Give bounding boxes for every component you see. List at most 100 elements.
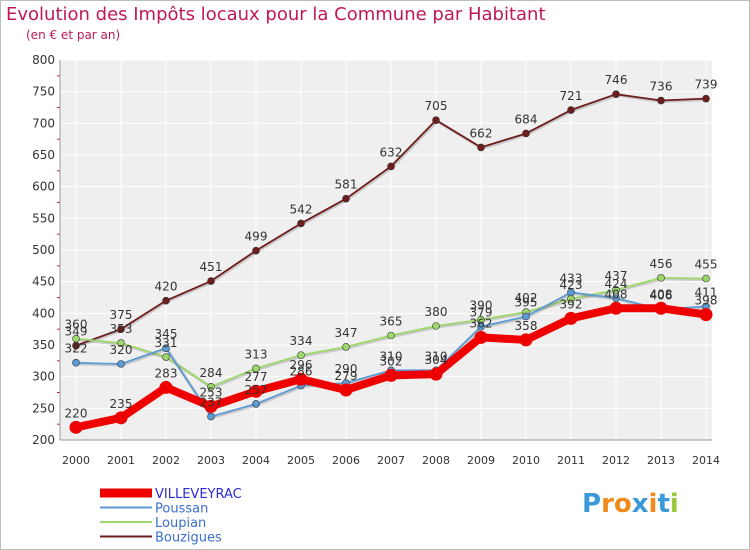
data-point: [387, 162, 395, 171]
data-point: [432, 322, 440, 330]
data-label: 290: [335, 362, 358, 376]
data-label: 296: [290, 358, 313, 372]
x-tick-label: 2010: [512, 454, 540, 467]
x-tick-label: 2014: [692, 454, 720, 467]
legend-label: Bouzigues: [155, 531, 222, 546]
data-label: 284: [200, 366, 223, 380]
legend-label: Loupian: [155, 516, 206, 531]
data-label: 253: [200, 385, 223, 399]
data-label: 721: [560, 89, 583, 103]
data-label: 406: [650, 289, 673, 303]
y-tick-label: 200: [32, 433, 55, 447]
data-point: [249, 384, 263, 398]
data-point: [564, 311, 578, 325]
data-label: 437: [605, 269, 628, 283]
data-label: 347: [335, 326, 358, 340]
x-tick-label: 2007: [377, 454, 405, 467]
data-label: 632: [380, 145, 403, 159]
data-label: 313: [245, 347, 268, 361]
data-point: [159, 380, 173, 394]
legend-label: Poussan: [155, 502, 208, 517]
data-point: [252, 364, 260, 373]
data-point: [384, 368, 398, 382]
data-point: [702, 274, 710, 283]
data-label: 286: [290, 365, 313, 379]
data-label: 279: [335, 369, 358, 383]
data-label: 411: [695, 285, 718, 299]
data-point: [162, 353, 170, 361]
data-label: 237: [200, 396, 223, 410]
data-point: [612, 90, 620, 98]
data-label: 581: [335, 178, 358, 192]
data-label: 423: [560, 278, 583, 292]
data-point: [207, 277, 215, 285]
chart-subtitle: (en € et par an): [26, 28, 121, 42]
data-label: 433: [560, 271, 583, 285]
x-tick-label: 2003: [197, 454, 225, 467]
data-point: [612, 294, 620, 302]
data-point: [294, 372, 308, 386]
data-point: [252, 246, 260, 255]
x-tick-label: 2006: [332, 454, 360, 467]
x-tick-label: 2004: [242, 454, 270, 467]
data-label: 390: [470, 299, 493, 313]
data-point: [477, 143, 485, 152]
data-label: 320: [110, 343, 133, 357]
y-tick-label: 300: [32, 370, 55, 384]
data-label: 408: [605, 287, 628, 301]
data-label: 310: [425, 349, 448, 363]
data-point: [567, 288, 575, 297]
data-point: [702, 94, 710, 103]
proxiti-logo: Proxiti: [582, 489, 679, 519]
data-label: 379: [470, 306, 493, 320]
data-point: [72, 334, 80, 343]
chart-title: Evolution des Impôts locaux pour la Comm…: [6, 4, 546, 25]
data-label: 380: [425, 305, 448, 319]
y-tick-label: 400: [32, 306, 55, 320]
data-point: [162, 344, 170, 352]
x-tick-label: 2011: [557, 454, 585, 467]
data-point: [117, 339, 125, 347]
data-label: 392: [560, 297, 583, 311]
data-label: 684: [515, 112, 538, 126]
data-point: [699, 308, 713, 322]
data-point: [207, 382, 215, 391]
y-tick-label: 450: [32, 275, 55, 289]
y-tick-label: 550: [32, 211, 55, 225]
data-label: 310: [380, 349, 403, 363]
x-tick-label: 2005: [287, 454, 315, 467]
data-label: 395: [515, 296, 538, 310]
data-label: 662: [470, 126, 493, 140]
data-label: 345: [155, 327, 178, 341]
data-point: [114, 411, 128, 425]
data-point: [387, 331, 395, 340]
data-point: [339, 383, 353, 397]
data-label: 235: [110, 397, 133, 411]
y-tick-label: 700: [32, 116, 55, 130]
data-point: [657, 96, 665, 105]
x-tick-label: 2008: [422, 454, 450, 467]
legend-label: VILLEVEYRAC: [155, 487, 242, 502]
data-point: [117, 325, 125, 333]
data-label: 705: [425, 99, 448, 113]
data-label: 739: [695, 78, 718, 92]
data-label: 304: [425, 353, 448, 367]
data-point: [477, 322, 485, 331]
x-tick-label: 2001: [107, 454, 135, 467]
data-point: [522, 129, 530, 138]
y-tick-label: 650: [32, 148, 55, 162]
data-point: [432, 116, 440, 124]
data-label: 257: [245, 383, 268, 397]
data-label: 746: [605, 73, 628, 87]
data-label: 353: [110, 322, 133, 336]
data-point: [474, 330, 488, 344]
data-label: 334: [290, 334, 313, 348]
data-point: [522, 312, 530, 321]
x-tick-label: 2009: [467, 454, 495, 467]
data-point: [342, 194, 350, 203]
data-point: [72, 358, 80, 367]
data-point: [654, 301, 668, 315]
data-point: [429, 367, 443, 381]
data-point: [69, 420, 83, 434]
data-label: 402: [515, 291, 538, 305]
